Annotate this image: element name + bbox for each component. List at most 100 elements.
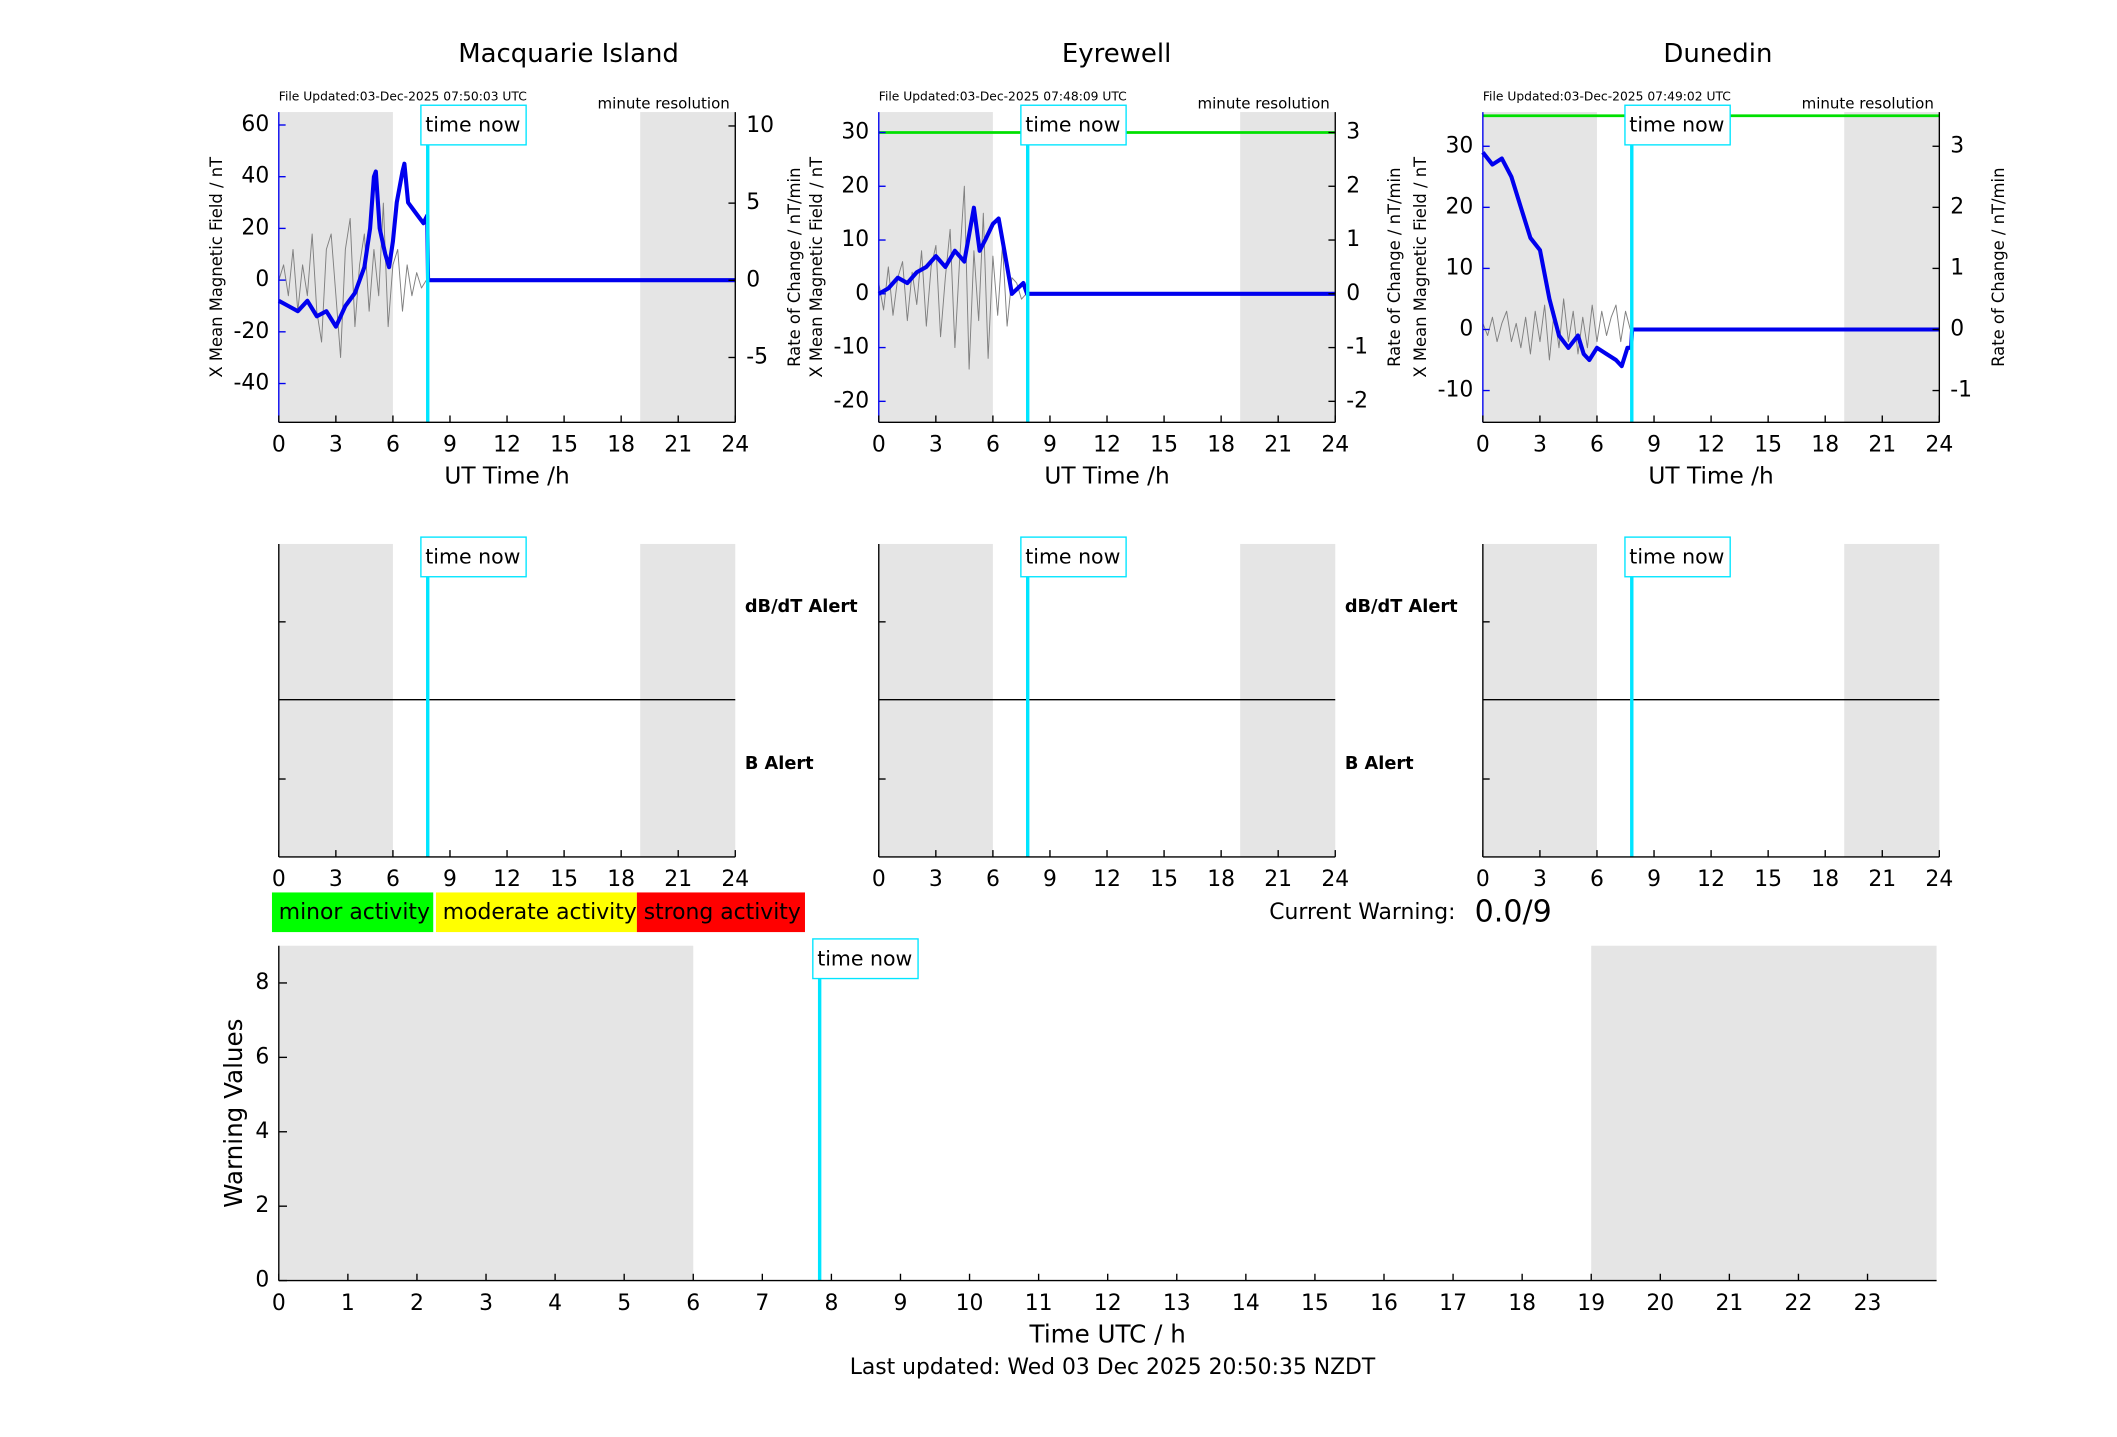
y-tick-label: -10 xyxy=(1438,378,1474,403)
x-tick-label: 12 xyxy=(1697,867,1725,892)
x-tick-label: 9 xyxy=(1647,867,1661,892)
x-tick-label: 0 xyxy=(872,433,886,458)
time-now-box xyxy=(1624,104,1731,146)
x-tick-label: 9 xyxy=(443,867,457,892)
x-tick-label: 12 xyxy=(493,867,521,892)
legend-label: strong activity xyxy=(644,900,801,925)
y-axis-label: X Mean Magnetic Field / nT xyxy=(807,156,826,378)
x-tick-label: 18 xyxy=(607,433,635,458)
y-tick-label: 10 xyxy=(841,227,869,252)
y2-tick-label: 0 xyxy=(1346,281,1360,306)
time-now-label: time now xyxy=(425,545,520,569)
legend-swatch xyxy=(435,892,637,933)
x-tick-label: 22 xyxy=(1785,1291,1813,1316)
night-shading xyxy=(1844,112,1940,423)
y-tick-label: 6 xyxy=(255,1044,269,1069)
time-now-label: time now xyxy=(1629,545,1724,569)
y2-tick-label: 1 xyxy=(1346,227,1360,252)
x-tick-label: 0 xyxy=(1476,867,1490,892)
y-tick-label: 2 xyxy=(255,1193,269,1218)
x-axis-label: UT Time /h xyxy=(444,462,569,489)
x-tick-label: 3 xyxy=(929,867,943,892)
x-tick-label: 21 xyxy=(664,867,692,892)
time-now-label: time now xyxy=(817,946,912,970)
x-tick-label: 12 xyxy=(1093,867,1121,892)
y2-tick-label: -5 xyxy=(746,344,768,369)
y2-tick-label: 10 xyxy=(746,113,774,138)
x-tick-label: 6 xyxy=(686,1291,700,1316)
time-now-label: time now xyxy=(425,113,520,137)
night-shading xyxy=(640,112,736,423)
y-axis-label: X Mean Magnetic Field / nT xyxy=(207,156,226,378)
x-tick-label: 18 xyxy=(607,867,635,892)
x-tick-label: 11 xyxy=(1025,1291,1053,1316)
x-tick-label: 18 xyxy=(1811,433,1839,458)
time-now-box xyxy=(1020,104,1127,146)
time-now-label: time now xyxy=(1629,113,1724,137)
time-now-box xyxy=(420,104,527,146)
last-updated: Last updated: Wed 03 Dec 2025 20:50:35 N… xyxy=(850,1355,1376,1380)
legend-label: minor activity xyxy=(279,900,430,925)
y2-tick-label: -1 xyxy=(1950,378,1972,403)
x-tick-label: 4 xyxy=(548,1291,562,1316)
night-shading xyxy=(278,945,694,1281)
y2-axis-label: Rate of Change / nT/min xyxy=(1385,168,1404,367)
x-tick-label: 0 xyxy=(1476,433,1490,458)
x-tick-label: 5 xyxy=(617,1291,631,1316)
x-tick-label: 13 xyxy=(1163,1291,1191,1316)
x-tick-label: 15 xyxy=(1754,433,1782,458)
y2-axis-label: Rate of Change / nT/min xyxy=(1989,168,2008,367)
alert-label: dB/dT Alert xyxy=(1345,597,1458,617)
y-tick-label: 0 xyxy=(255,1268,269,1293)
x-tick-label: 10 xyxy=(956,1291,984,1316)
x-tick-label: 6 xyxy=(386,433,400,458)
x-tick-label: 6 xyxy=(986,867,1000,892)
y-tick-label: 20 xyxy=(841,173,869,198)
x-tick-label: 6 xyxy=(986,433,1000,458)
x-tick-label: 21 xyxy=(664,433,692,458)
y2-tick-label: 0 xyxy=(1950,316,1964,341)
y-tick-label: 10 xyxy=(1445,255,1473,280)
time-now-box xyxy=(1624,536,1731,578)
panel-title: Macquarie Island xyxy=(458,39,679,69)
y-tick-label: 20 xyxy=(241,215,269,240)
x-tick-label: 3 xyxy=(329,433,343,458)
x-axis-label: Time UTC / h xyxy=(1029,1319,1186,1348)
x-tick-label: 0 xyxy=(272,1291,286,1316)
x-tick-label: 24 xyxy=(1925,433,1953,458)
x-tick-label: 24 xyxy=(1321,433,1349,458)
alert-label: B Alert xyxy=(1345,754,1414,774)
x-tick-label: 1 xyxy=(341,1291,355,1316)
trace xyxy=(277,161,736,329)
x-tick-label: 6 xyxy=(1590,433,1604,458)
x-tick-label: 14 xyxy=(1232,1291,1260,1316)
y-tick-label: 0 xyxy=(255,267,269,292)
x-tick-label: 18 xyxy=(1207,867,1235,892)
x-tick-label: 9 xyxy=(1043,433,1057,458)
y2-tick-label: -2 xyxy=(1346,388,1368,413)
x-tick-label: 21 xyxy=(1264,867,1292,892)
x-tick-label: 12 xyxy=(1094,1291,1122,1316)
y-tick-label: 0 xyxy=(1459,316,1473,341)
night-shading xyxy=(1482,112,1597,423)
trace xyxy=(278,202,427,359)
trace xyxy=(1481,151,1940,369)
x-tick-label: 24 xyxy=(1321,867,1349,892)
x-tick-label: 18 xyxy=(1811,867,1839,892)
y-tick-label: -10 xyxy=(834,335,870,360)
current-warning-value: 0.0/9 xyxy=(1475,894,1552,929)
x-tick-label: 15 xyxy=(1301,1291,1329,1316)
x-tick-label: 9 xyxy=(894,1291,908,1316)
x-tick-label: 15 xyxy=(1150,433,1178,458)
x-tick-label: 18 xyxy=(1508,1291,1536,1316)
night-shading xyxy=(878,112,993,423)
x-tick-label: 7 xyxy=(755,1291,769,1316)
x-tick-label: 3 xyxy=(329,867,343,892)
y2-tick-label: 5 xyxy=(746,190,760,215)
x-tick-label: 21 xyxy=(1868,867,1896,892)
y2-tick-label: 2 xyxy=(1346,173,1360,198)
y2-tick-label: -1 xyxy=(1346,335,1368,360)
y2-tick-label: 2 xyxy=(1950,194,1964,219)
y-tick-label: -20 xyxy=(234,319,270,344)
